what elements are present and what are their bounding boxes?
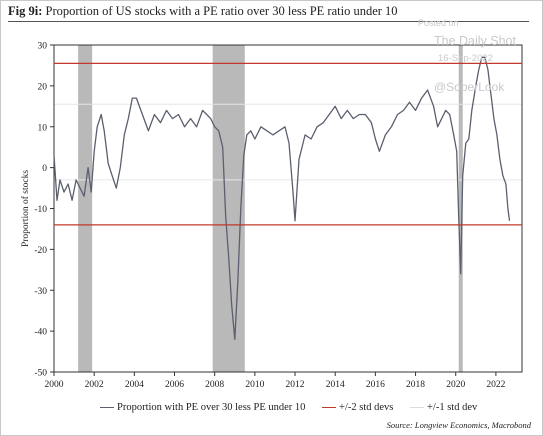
legend-item-series: Proportion with PE over 30 less PE under… bbox=[100, 402, 308, 413]
x-tick-label-8: 2016 bbox=[366, 380, 385, 390]
watermark-posted: Posted on bbox=[418, 18, 459, 28]
legend-swatch-series bbox=[100, 407, 114, 409]
plot-area-border bbox=[53, 44, 523, 373]
x-tick-label-6: 2012 bbox=[286, 380, 305, 390]
y-tick-label-4: -10 bbox=[34, 205, 47, 215]
x-tick-label-11: 2022 bbox=[486, 380, 505, 390]
x-tick-label-9: 2018 bbox=[406, 380, 425, 390]
chart-title-text: Proportion of US stocks with a PE ratio … bbox=[45, 4, 398, 18]
x-tick-label-4: 2008 bbox=[205, 380, 224, 390]
watermark-handle: @SoberLook bbox=[434, 80, 505, 94]
y-tick-label-8: -50 bbox=[34, 369, 47, 379]
x-tick-label-1: 2002 bbox=[85, 380, 104, 390]
watermark-site: The Daily Shot bbox=[434, 34, 516, 48]
recession-band-0 bbox=[78, 45, 93, 372]
title-divider bbox=[8, 21, 529, 22]
chart-title-prefix: Fig 9i: bbox=[8, 4, 43, 18]
y-tick-label-0: 30 bbox=[38, 42, 48, 52]
y-tick-label-7: -40 bbox=[34, 328, 47, 338]
legend-item-two-std: +/-2 std devs bbox=[322, 402, 396, 413]
recession-band-1 bbox=[212, 45, 245, 372]
x-tick-label-5: 2010 bbox=[245, 380, 264, 390]
legend-label-two-std: +/-2 std devs bbox=[339, 402, 394, 413]
y-axis-label: Proportion of stocks bbox=[20, 170, 31, 247]
watermark-date: 16-Sep-2022 bbox=[438, 53, 493, 64]
chart-legend: Proportion with PE over 30 less PE under… bbox=[100, 402, 491, 413]
x-tick-label-7: 2014 bbox=[326, 380, 345, 390]
series-line bbox=[53, 56, 511, 340]
x-tick-label-10: 2020 bbox=[446, 380, 465, 390]
y-tick-label-5: -20 bbox=[34, 246, 47, 256]
legend-swatch-one-std bbox=[410, 407, 424, 409]
y-tick-label-2: 10 bbox=[38, 123, 48, 133]
legend-label-series: Proportion with PE over 30 less PE under… bbox=[117, 402, 306, 413]
x-tick-label-0: 2000 bbox=[45, 380, 64, 390]
legend-swatch-two-std bbox=[322, 407, 337, 409]
source-note: Source: Longview Economics, Macrobond bbox=[386, 420, 531, 430]
legend-label-one-std: +/-1 std dev bbox=[427, 402, 478, 413]
chart-title: Fig 9i: Proportion of US stocks with a P… bbox=[8, 4, 398, 19]
y-tick-label-3: 0 bbox=[42, 164, 47, 174]
y-tick-label-6: -30 bbox=[34, 287, 47, 297]
recession-band-2 bbox=[458, 45, 463, 372]
legend-item-one-std: +/-1 std dev bbox=[410, 402, 477, 413]
x-tick-label-3: 2006 bbox=[165, 380, 184, 390]
y-tick-label-1: 20 bbox=[38, 82, 48, 92]
x-tick-label-2: 2004 bbox=[125, 380, 144, 390]
